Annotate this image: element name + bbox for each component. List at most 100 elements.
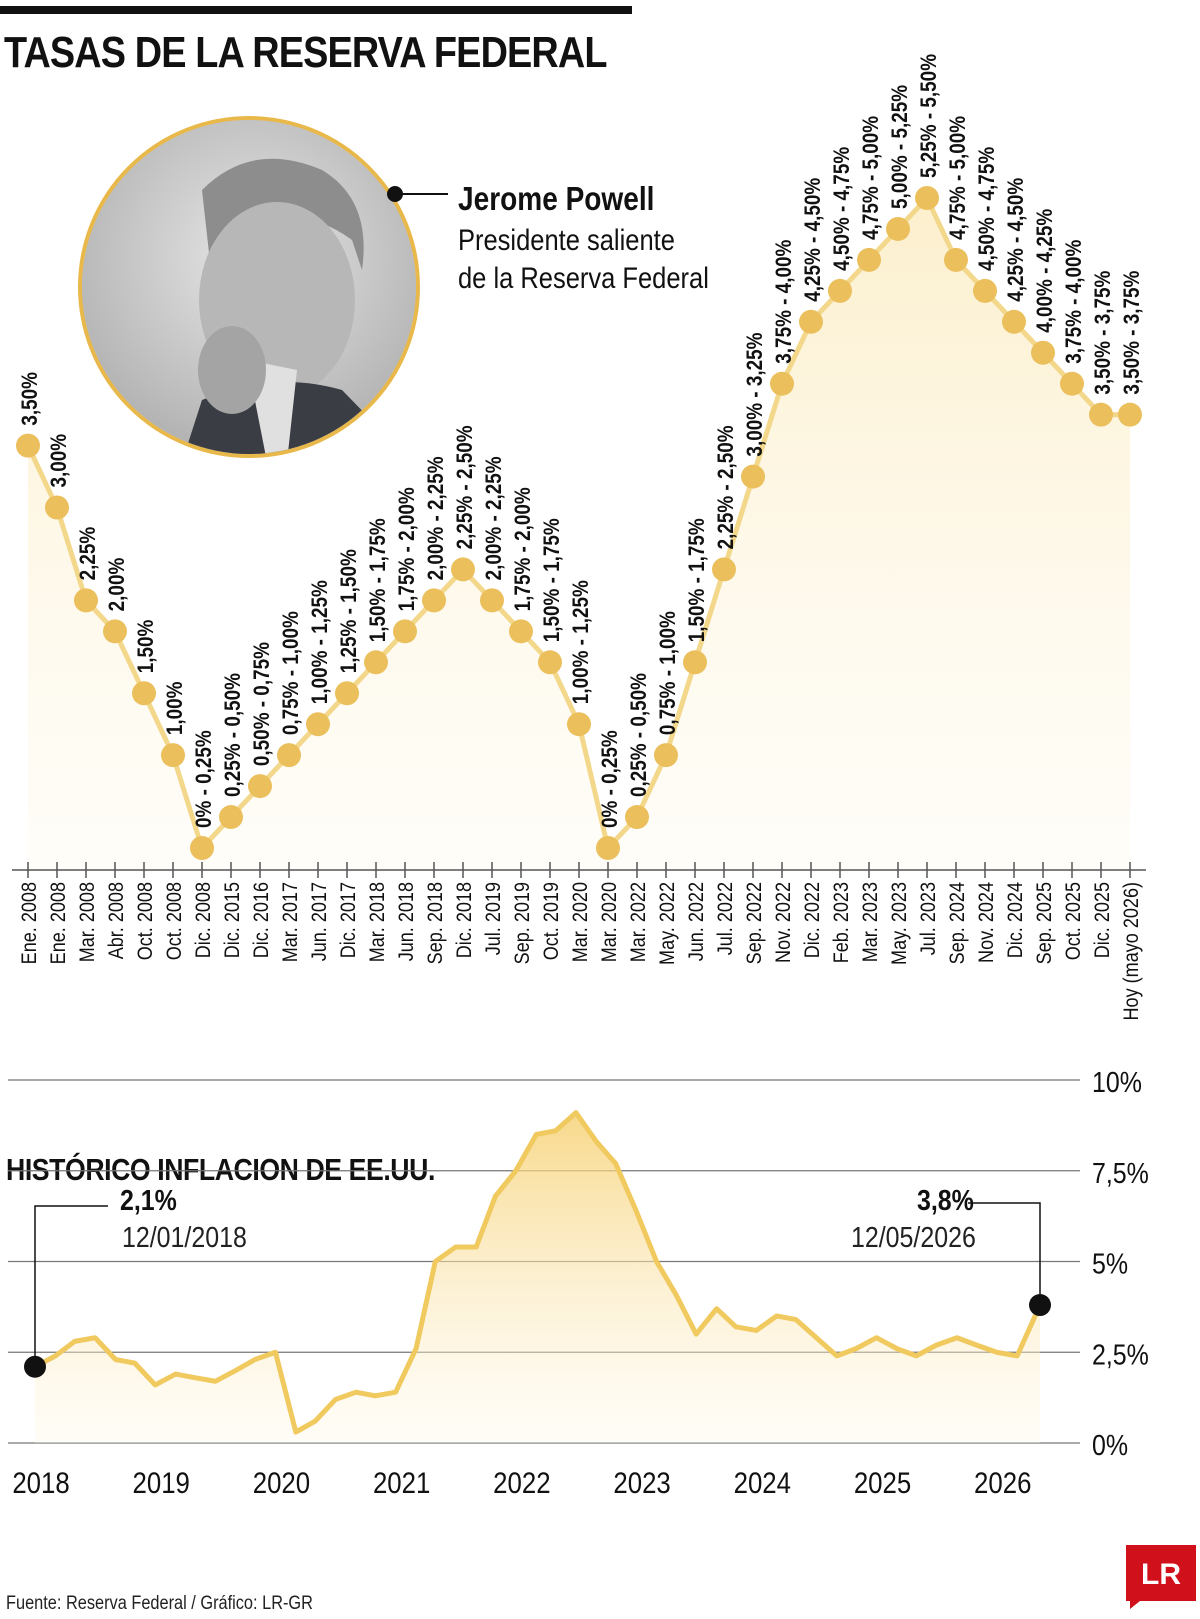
rates-x-tick-label: Hoy (mayo 2026) (1120, 882, 1144, 1020)
rates-x-tick-label: Mar. 2020 (569, 882, 593, 962)
rates-data-label: 1,00% (163, 682, 188, 736)
profile-role-line1: Presidente saliente (458, 224, 675, 257)
rates-x-tick-label: Jul. 2022 (714, 882, 738, 955)
chart-title-rates: TASAS DE LA RESERVA FEDERAL (4, 28, 607, 77)
rates-data-label: 4,75% - 5,00% (859, 116, 884, 240)
rates-x-tick-label: Jun. 2018 (395, 882, 419, 961)
rates-point (538, 650, 562, 675)
rates-x-tick-label: May. 2022 (656, 882, 680, 965)
inflation-y-tick-label: 5% (1092, 1248, 1128, 1280)
rates-x-tick-label: Sep. 2019 (511, 882, 535, 964)
rates-point (16, 433, 40, 458)
rates-point (248, 774, 272, 799)
rates-x-tick-label: Ene. 2008 (47, 882, 71, 964)
rates-x-tick-label: Mar. 2022 (627, 882, 651, 962)
rates-x-tick-label: Dic. 2025 (1091, 882, 1115, 958)
rates-point (277, 743, 301, 768)
rates-x-tick-label: Nov. 2024 (975, 882, 999, 963)
rates-data-label: 1,75% - 2,00% (511, 487, 536, 611)
inflation-x-tick-label: 2018 (12, 1466, 69, 1499)
rates-data-label: 2,25% - 2,50% (453, 425, 478, 549)
rates-point (683, 650, 707, 675)
rates-point (1089, 402, 1113, 427)
rates-point (161, 743, 185, 768)
annotation-end-leader (968, 1202, 1041, 1306)
rates-x-tick-label: Mar. 2008 (76, 882, 100, 962)
rates-x-tick-label: Dic. 2022 (801, 882, 825, 958)
inflation-x-tick-label: 2025 (854, 1466, 911, 1499)
rates-data-label: 1,00% - 1,25% (308, 580, 333, 704)
rates-x-tick-label: Feb. 2023 (830, 882, 854, 963)
rates-point (45, 495, 69, 520)
rates-x-tick-label: Jul. 2023 (917, 882, 941, 955)
rates-point (973, 278, 997, 303)
inflation-y-tick-label: 10% (1092, 1066, 1142, 1098)
rates-point (480, 588, 504, 613)
rates-point (422, 588, 446, 613)
rates-point (364, 650, 388, 675)
rates-data-label: 3,00% - 3,25% (743, 333, 768, 457)
inflation-y-tick-label: 7,5% (1092, 1157, 1149, 1189)
rates-x-tick-label: Mar. 2017 (279, 882, 303, 962)
rates-data-label: 4,50% - 4,75% (830, 147, 855, 271)
rates-area (28, 198, 1130, 870)
rates-point (857, 247, 881, 272)
annotation-end-date: 12/05/2026 (851, 1222, 976, 1254)
inflation-x-tick-label: 2026 (974, 1466, 1031, 1499)
rates-x-tick-label: Dic. 2008 (192, 882, 216, 958)
rates-point (915, 186, 939, 210)
rates-x-tick-label: Jun. 2017 (308, 882, 332, 961)
rates-point (74, 588, 98, 613)
rates-chart: 3,50% Ene. 2008 3,00% Ene. 2008 2,25% Mar. 20… (12, 54, 1146, 1020)
rates-data-label: 2,25% - 2,50% (714, 425, 739, 549)
rates-data-label: 1,50% - 1,75% (685, 518, 710, 642)
rates-x-tick-label: Mar. 2023 (859, 882, 883, 962)
inflation-start-point (24, 1355, 46, 1378)
annotation-end-value: 3,8% (917, 1185, 974, 1217)
inflation-x-tick-label: 2022 (493, 1466, 550, 1499)
avatar (78, 116, 420, 458)
rates-point (103, 619, 127, 644)
lr-logo: LR (1126, 1545, 1196, 1609)
rates-data-label: 1,00% - 1,25% (569, 580, 594, 704)
rates-x-tick-label: Oct. 2025 (1062, 882, 1086, 960)
inflation-y-tick-label: 2,5% (1092, 1339, 1149, 1371)
rates-point (1118, 402, 1142, 427)
rates-data-label: 5,25% - 5,50% (917, 54, 942, 178)
rates-point (190, 836, 214, 860)
inflation-y-tick-label: 0% (1092, 1429, 1128, 1461)
rates-x-tick-label: Nov. 2022 (772, 882, 796, 963)
rates-data-label: 0% - 0,25% (598, 730, 623, 828)
profile-role: Presidente saliente de la Reserva Federa… (458, 222, 709, 298)
profile-role-line2: de la Reserva Federal (458, 262, 709, 295)
rates-x-tick-label: Jul. 2019 (482, 882, 506, 955)
rates-x-tick-label: Mar. 2018 (366, 882, 390, 962)
rates-data-label: 2,00% (105, 558, 130, 612)
inflation-x-tick-label: 2021 (373, 1466, 430, 1499)
rates-data-label: 1,50% - 1,75% (540, 518, 565, 642)
rates-point (770, 371, 794, 396)
inflation-x-tick-label: 2019 (133, 1466, 190, 1499)
rates-x-tick-label: Dic. 2018 (453, 882, 477, 958)
rates-point (567, 712, 591, 737)
inflation-line (33, 1110, 1043, 1435)
rates-point (132, 681, 156, 706)
rates-data-label: 4,25% - 4,50% (801, 178, 826, 302)
annotation-start-value: 2,1% (120, 1185, 177, 1217)
rates-data-label: 2,00% - 2,25% (482, 456, 507, 580)
rates-x-tick-label: Ene. 2008 (18, 882, 42, 964)
rates-x-tick-label: Dic. 2016 (250, 882, 274, 958)
rates-data-label: 0,75% - 1,00% (656, 611, 681, 735)
rates-point (712, 557, 736, 582)
rates-data-label: 2,00% - 2,25% (424, 456, 449, 580)
rates-point (625, 805, 649, 830)
rates-x-tick-label: Sep. 2022 (743, 882, 767, 964)
top-rule (0, 6, 632, 14)
rates-data-label: 3,50% - 3,75% (1120, 271, 1145, 395)
rates-x-tick-label: Sep. 2025 (1033, 882, 1057, 964)
rates-x-tick-label: May. 2023 (888, 882, 912, 965)
rates-x-tick-label: Jun. 2022 (685, 882, 709, 961)
rates-data-label: 0,50% - 0,75% (250, 642, 275, 766)
rates-point (1031, 340, 1055, 365)
